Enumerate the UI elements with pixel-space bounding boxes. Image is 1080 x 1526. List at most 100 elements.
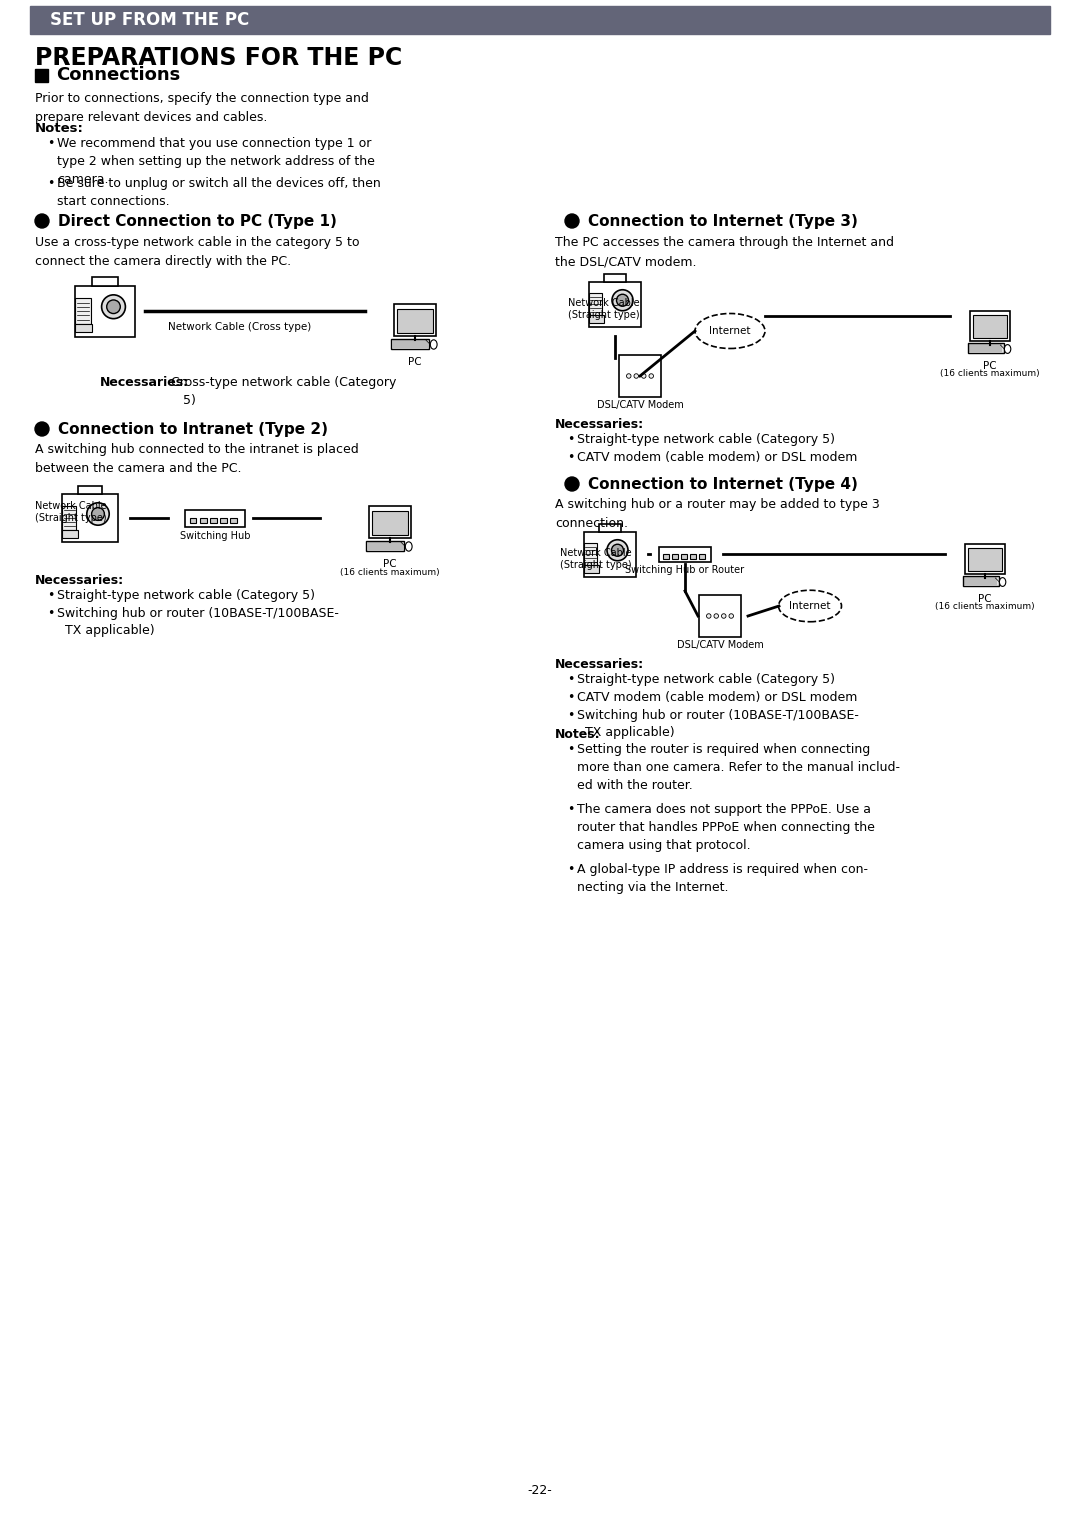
Text: Network Cable (Cross type): Network Cable (Cross type) [168,322,312,333]
Text: Use a cross-type network cable in the category 5 to
connect the camera directly : Use a cross-type network cable in the ca… [35,237,360,269]
Circle shape [607,540,627,560]
Text: A switching hub or a router may be added to type 3
connection.: A switching hub or a router may be added… [555,497,880,530]
Bar [391,339,430,349]
Text: DSL/CATV Modem: DSL/CATV Modem [677,641,764,650]
Bar [35,69,48,82]
Text: Straight-type network cable (Category 5): Straight-type network cable (Category 5) [57,589,315,601]
Text: Connection to Intranet (Type 2): Connection to Intranet (Type 2) [58,421,328,436]
Circle shape [102,295,125,319]
Text: (16 clients maximum): (16 clients maximum) [340,568,440,577]
Ellipse shape [779,591,841,621]
Text: •: • [48,177,54,191]
Text: •: • [567,691,575,703]
Bar [689,554,696,559]
Text: Notes:: Notes: [35,122,84,134]
Circle shape [35,423,49,436]
Text: A switching hub connected to the intranet is placed
between the camera and the P: A switching hub connected to the intrane… [35,443,359,475]
Circle shape [92,508,105,520]
Ellipse shape [430,340,437,349]
Text: Switching hub or router (10BASE-T/100BASE-
  TX applicable): Switching hub or router (10BASE-T/100BAS… [577,710,859,739]
Bar [604,275,626,281]
Bar [584,543,597,565]
Text: CATV modem (cable modem) or DSL modem: CATV modem (cable modem) or DSL modem [577,452,858,464]
Bar [973,316,1007,337]
Circle shape [107,301,120,313]
Text: PC: PC [408,357,422,368]
Circle shape [35,214,49,227]
Text: •: • [48,607,54,620]
Bar [78,485,102,494]
Text: Direct Connection to PC (Type 1): Direct Connection to PC (Type 1) [58,214,337,229]
Bar [62,507,77,530]
Text: -22-: -22- [528,1485,552,1497]
Bar [373,511,408,534]
Circle shape [706,613,711,618]
Ellipse shape [999,578,1005,586]
Text: Straight-type network cable (Category 5): Straight-type network cable (Category 5) [577,433,835,446]
Bar [699,554,704,559]
Bar [186,510,245,526]
Bar [394,304,436,336]
Text: A global-type IP address is required when con-
necting via the Internet.: A global-type IP address is required whe… [577,864,868,894]
Circle shape [721,613,726,618]
Text: (16 clients maximum): (16 clients maximum) [941,369,1040,378]
Bar [589,293,603,316]
Bar [662,554,669,559]
Text: Necessaries:: Necessaries: [555,658,644,671]
Bar [92,278,118,285]
Text: Notes:: Notes: [555,728,600,742]
Text: Setting the router is required when connecting
more than one camera. Refer to th: Setting the router is required when conn… [577,743,900,792]
Circle shape [649,374,653,378]
Text: PC: PC [983,362,997,371]
Text: Connection to Internet (Type 4): Connection to Internet (Type 4) [588,476,858,491]
Ellipse shape [405,542,413,551]
Text: Switching Hub or Router: Switching Hub or Router [625,565,744,575]
Text: Switching hub or router (10BASE-T/100BASE-
  TX applicable): Switching hub or router (10BASE-T/100BAS… [57,607,339,636]
Bar [589,316,604,324]
Text: (16 clients maximum): (16 clients maximum) [935,601,1035,610]
Bar [598,523,621,531]
Text: Prior to connections, specify the connection type and
prepare relevant devices a: Prior to connections, specify the connec… [35,92,369,124]
Text: Be sure to unplug or switch all the devices off, then
start connections.: Be sure to unplug or switch all the devi… [57,177,381,208]
Bar [30,6,1050,34]
Text: Necessaries:: Necessaries: [100,375,189,389]
Text: We recommend that you use connection type 1 or
type 2 when setting up the networ: We recommend that you use connection typ… [57,137,375,186]
Text: Connection to Internet (Type 3): Connection to Internet (Type 3) [588,214,858,229]
Bar [584,565,598,572]
Text: Network Cable
(Straight type): Network Cable (Straight type) [568,298,639,319]
Bar [200,517,206,523]
Text: •: • [567,710,575,722]
Bar [62,530,78,539]
Circle shape [565,214,579,227]
Bar [966,543,1005,574]
Circle shape [565,478,579,491]
Text: •: • [567,803,575,816]
Bar [366,540,404,551]
Text: Internet: Internet [789,601,831,610]
Text: Connections: Connections [56,66,180,84]
Bar [62,494,118,542]
Text: Cross-type network cable (Category
    5): Cross-type network cable (Category 5) [167,375,396,407]
Bar [968,343,1003,353]
Circle shape [86,502,109,525]
Text: PC: PC [383,559,396,569]
Text: •: • [48,589,54,601]
Text: Straight-type network cable (Category 5): Straight-type network cable (Category 5) [577,673,835,687]
Bar [230,517,238,523]
Bar [397,308,433,333]
Text: Necessaries:: Necessaries: [35,574,124,588]
Bar [76,298,91,324]
Bar [584,531,636,577]
Circle shape [611,545,623,557]
Text: Network Cable
(Straight type): Network Cable (Straight type) [561,548,632,569]
Bar [368,505,411,539]
Text: •: • [567,673,575,687]
Text: The camera does not support the PPPoE. Use a
router that handles PPPoE when conn: The camera does not support the PPPoE. U… [577,803,875,852]
Text: Necessaries:: Necessaries: [555,418,644,430]
Bar [589,281,642,327]
Bar [220,517,227,523]
Text: Network Cable
(Straight type): Network Cable (Straight type) [35,501,107,522]
Bar [970,311,1010,340]
Text: •: • [567,433,575,446]
Text: PC: PC [978,594,991,604]
